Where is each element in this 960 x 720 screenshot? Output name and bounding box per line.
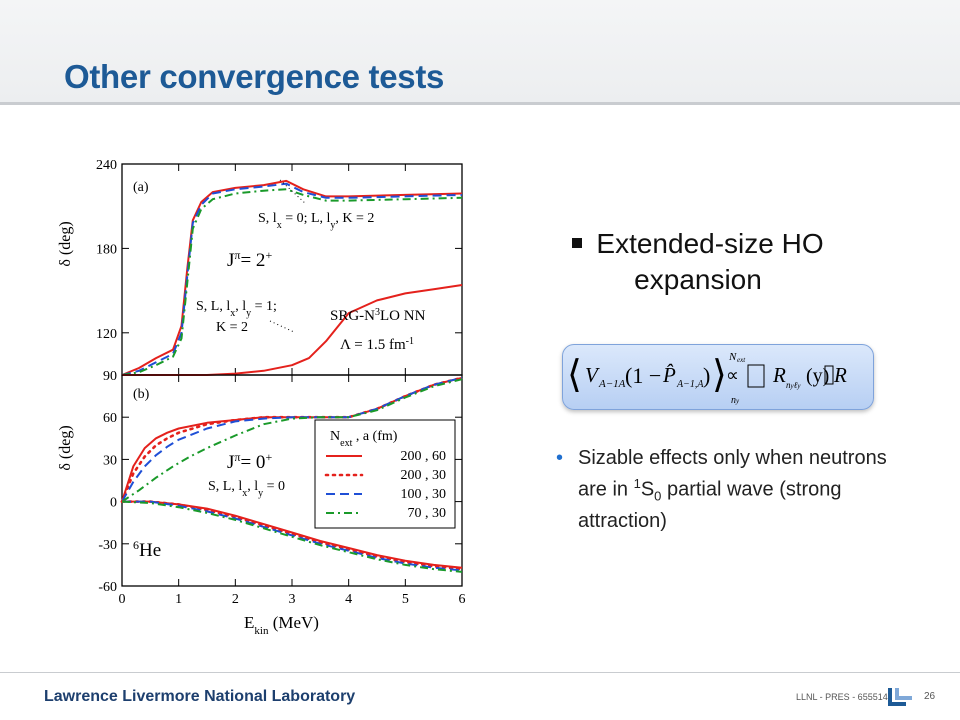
series-line-0-1 [121, 182, 463, 376]
y-tick-label: 0 [110, 496, 117, 511]
x-axis-label: Ekin (MeV) [244, 613, 319, 637]
detail-sub: 0 [654, 488, 662, 504]
x-tick-label: 6 [459, 592, 466, 607]
y-tick-label: 120 [96, 327, 117, 342]
series-line-1-7 [121, 500, 463, 573]
panel-a: 90 120 180 240 [96, 158, 463, 384]
svg-text:N: N [728, 351, 737, 363]
series-line-0-3 [122, 284, 463, 376]
y-tick-label: -60 [98, 580, 117, 595]
svg-text:∝: ∝ [726, 365, 739, 385]
legend-entry-label: 100 , 30 [401, 487, 447, 502]
label-nucleus: 6He [133, 538, 161, 561]
y-tick-label: -30 [98, 538, 117, 553]
svg-text:): ) [703, 363, 710, 388]
x-tick-label: 3 [289, 592, 296, 607]
label-interaction: SRG-N3LO NN [330, 307, 426, 325]
page-number: 26 [924, 691, 936, 702]
svg-text:⟨: ⟨ [567, 352, 582, 396]
footer-organization: Lawrence Livermore National Laboratory [44, 688, 356, 705]
square-bullet-icon [572, 237, 583, 248]
svg-text:⟩: ⟩ [712, 352, 727, 396]
label-lambda: Λ = 1.5 fm-1 [340, 336, 414, 354]
x-tick-label: 2 [232, 592, 239, 607]
header-band [0, 0, 960, 104]
label-jpi-0: Jπ= 0+ [227, 450, 272, 473]
svg-text:ext: ext [737, 356, 746, 364]
pointer-line [269, 320, 295, 333]
svg-text:(1 −: (1 − [625, 363, 661, 388]
round-bullet-icon: • [556, 447, 564, 469]
slide-title: Other convergence tests [64, 58, 445, 95]
svg-text:A−1A: A−1A [598, 378, 626, 390]
svg-text:A−1,A: A−1,A [676, 379, 704, 390]
series-line-1-6 [122, 500, 463, 572]
overlap-formula: ⟨ V A−1A (1 − P̂ A−1,A ) ⟩ ∝ N ext ny R … [567, 351, 847, 406]
bullet-main-text: Extended-size HO expansion [596, 228, 824, 295]
llnl-logo-icon [888, 688, 912, 706]
detail-text-1: Sizable effects only when neutrons are i… [578, 447, 887, 501]
phase-shift-figure: 90 120 180 240 -60 -30 0 30 60 0 1 2 3 4 5 6 (a) δ (de… [57, 158, 466, 637]
y-tick-label: 60 [103, 411, 117, 426]
detail-text-2: partial wave (strong attraction) [578, 478, 842, 532]
y-tick-label: 240 [96, 158, 117, 173]
y-tick-label: 180 [96, 242, 117, 257]
bullet-detail-text: Sizable effects only when neutrons are i… [578, 446, 888, 534]
y-tick-label: 30 [103, 453, 117, 468]
panel-b: -60 -30 0 30 60 0 1 2 3 4 5 6 [98, 374, 466, 607]
bullet-main: Extended-size HO expansion [548, 226, 848, 298]
legend-box [314, 419, 456, 529]
label-channel-a3: K = 2 [216, 320, 248, 335]
label-channel-b: S, L, lx, ly = 0 [208, 479, 285, 499]
detail-letter: S [640, 478, 655, 501]
footer-document-code: LLNL - PRES - 655514 [796, 692, 888, 702]
svg-text:(y): (y) [806, 365, 829, 387]
svg-text:ny: ny [731, 395, 740, 406]
header-divider [0, 102, 960, 105]
panel-b-ylabel: δ (deg) [57, 425, 74, 470]
svg-text:R: R [772, 363, 786, 387]
x-tick-label: 4 [345, 592, 352, 607]
legend-entry-label: 200 , 30 [401, 468, 447, 483]
formula-box: ⟨ V A−1A (1 − P̂ A−1,A ) ⟩ ∝ N ext ny R … [562, 344, 874, 410]
series-line-1-5 [120, 500, 464, 571]
y-tick-label: 90 [103, 369, 117, 384]
panel-a-label: (a) [133, 180, 149, 195]
series-line-0-0 [121, 179, 463, 376]
legend-entry-label: 70 , 30 [408, 506, 447, 521]
label-jpi-2: Jπ= 2+ [227, 248, 272, 271]
label-channel-a2: S, L, lx, ly = 1; [196, 299, 277, 319]
x-tick-label: 0 [119, 592, 126, 607]
panel-b-label: (b) [133, 387, 150, 402]
series-line-0-2 [121, 188, 463, 376]
svg-text:nyℓy: nyℓy [786, 380, 801, 390]
series-line-1-2 [121, 376, 463, 503]
svg-text:R: R [833, 363, 847, 387]
svg-text:V: V [585, 363, 600, 387]
legend-entry-label: 200 , 60 [401, 449, 447, 464]
x-tick-label: 1 [175, 592, 182, 607]
series-line-1-1 [120, 376, 464, 503]
legend-entries: 200 , 60 200 , 30 100 , 30 70 , 30 [324, 449, 447, 521]
detail-sup: 1 [633, 476, 641, 491]
footer-divider [0, 672, 960, 673]
series-line-1-3 [121, 378, 463, 503]
panel-a-ylabel: δ (deg) [57, 221, 74, 266]
svg-text:P̂: P̂ [662, 363, 676, 387]
label-channel-a1: S, lx = 0; L, ly, K = 2 [258, 211, 374, 231]
x-tick-label: 5 [402, 592, 409, 607]
